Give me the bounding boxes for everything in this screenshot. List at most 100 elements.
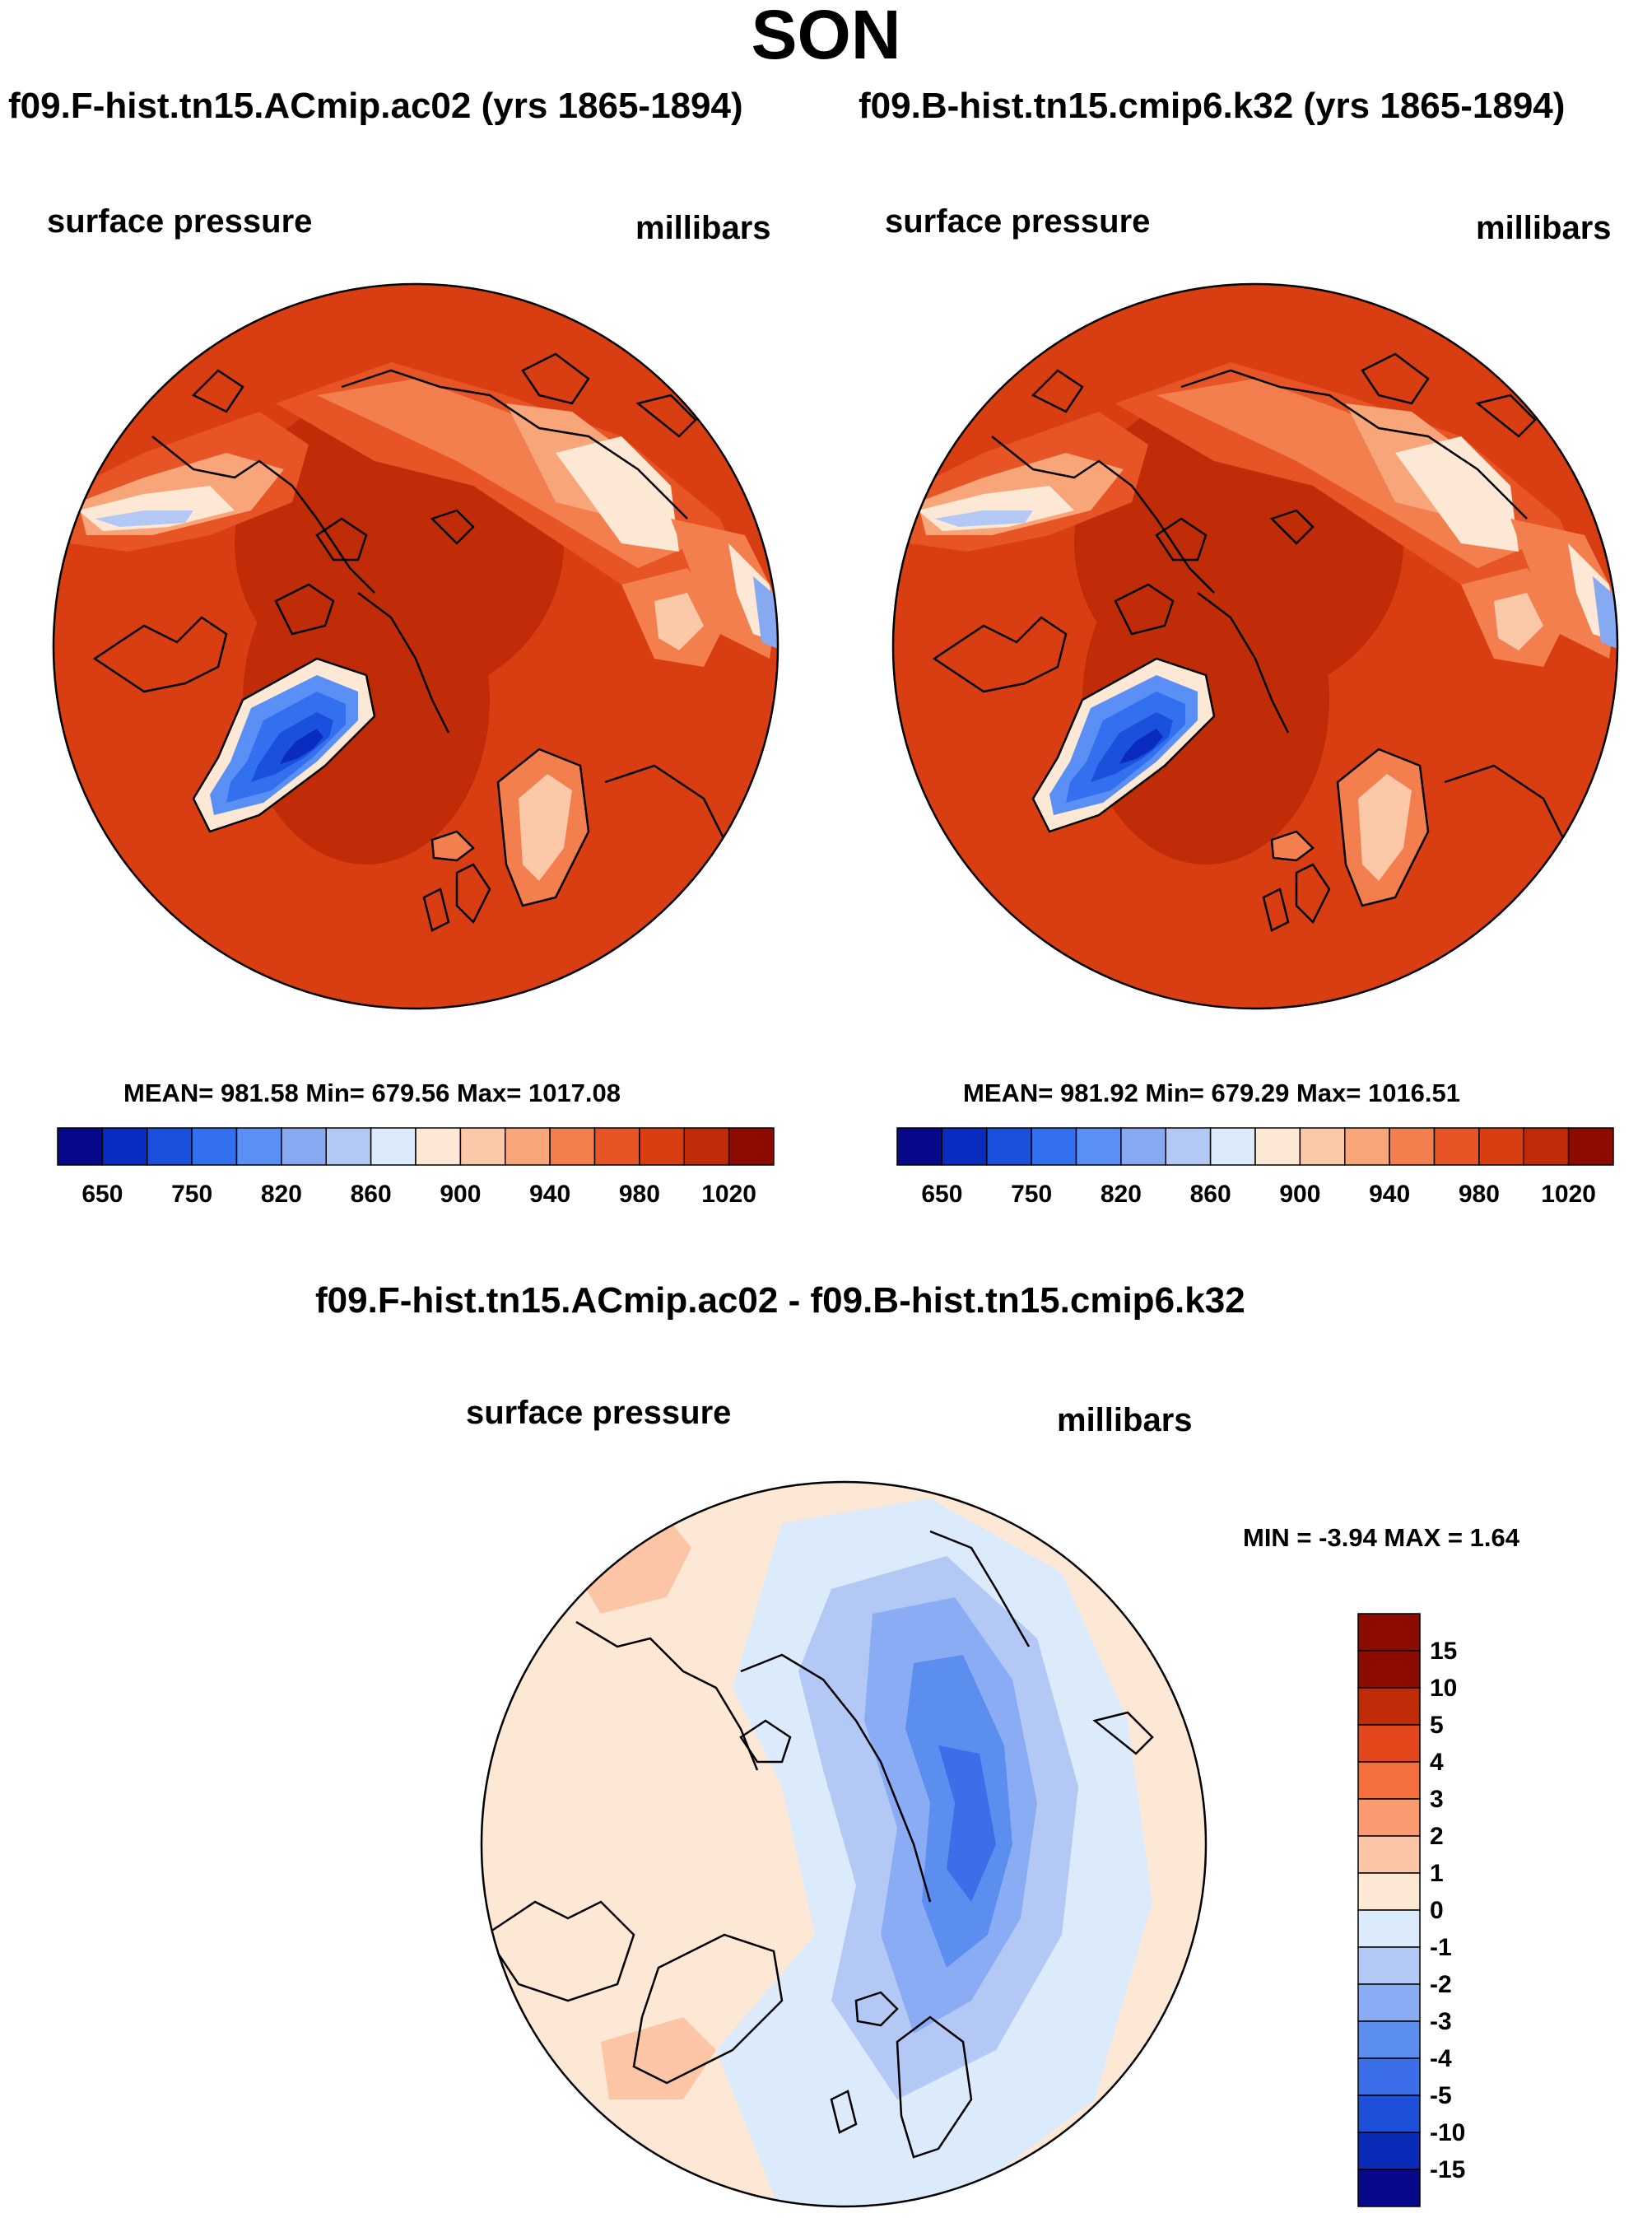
colorbar-box-9 [1299,1127,1346,1166]
map1-field [54,284,778,1009]
field-contour-12 [1358,774,1412,881]
map1-coastlines [92,352,730,932]
colorbar-box-0 [896,1127,943,1166]
coastline-3 [192,657,376,833]
colorbar-box-7 [370,1127,416,1166]
colorbar-box-8 [1254,1127,1301,1166]
panel2-left-label: surface pressure [885,203,1151,240]
colorbar-tick-label: 1020 [701,1181,756,1208]
colorbar-tick-label: -15 [1430,2156,1465,2183]
colorbar-box-8 [1357,1909,1421,1948]
colorbar-box-3 [1357,1724,1421,1763]
map3-field [482,1482,1206,2206]
colorbar-box-5 [1120,1127,1166,1166]
field-contour-12 [519,774,572,881]
colorbar-box-2 [1357,1687,1421,1726]
colorbar-box-11 [1389,1127,1436,1166]
panel3-title: f09.F-hist.tn15.ACmip.ac02 - f09.B-hist.… [315,1280,1245,1321]
colorbar-tick-label: 980 [1459,1181,1500,1208]
diff-coastline-1 [740,1653,932,1903]
coastline-5 [1336,748,1430,907]
field-contour-1 [1156,379,1535,568]
coastline-15 [1269,509,1315,545]
field-contour-1 [317,379,696,568]
coastline-11 [1262,888,1290,932]
panel1-right-label: millibars [635,210,771,246]
map-panel2 [891,282,1619,1010]
diff-coastline-2 [929,1530,1031,1647]
field-contour-14 [654,593,704,650]
colorbar-tick-label: 5 [1430,1712,1444,1739]
colorbar-tick-label: 750 [171,1181,212,1208]
colorbar-box-15 [1567,1127,1614,1166]
colorbar-tick-label: -4 [1430,2045,1452,2072]
colorbar-box-13 [1478,1127,1524,1166]
field-contour-7 [95,510,193,527]
diff-coastline-0 [575,1620,759,1771]
coastline-8 [274,583,335,636]
colorbar-box-7 [1209,1127,1256,1166]
colorbar-tick-label: -2 [1430,1971,1452,1998]
coastline-12 [1031,369,1084,413]
colorbar-box-4 [1075,1127,1122,1166]
colorbar-panel2: 650 750 820 860 900 940 980 1020 [896,1127,1614,1208]
panel3-left-label: surface pressure [466,1395,732,1431]
map3-coastlines [484,1530,1154,2159]
colorbar-box-10 [505,1127,551,1166]
diff-coastline-3 [484,1900,635,2002]
map-boundary [52,282,779,1010]
colorbar-tick-label: 940 [1369,1181,1410,1208]
colorbar-tick-label: -1 [1430,1934,1452,1961]
colorbar-box-1 [101,1127,148,1166]
colorbar-box-11 [1357,2020,1421,2059]
coastline-14 [1475,394,1537,438]
panel2-right-label: millibars [1476,210,1612,246]
coastline-2 [357,592,450,734]
colorbar-tick-label: 1 [1430,1860,1444,1887]
diff-contour-6 [601,2017,716,2099]
colorbar-box-13 [1357,2095,1421,2133]
figure-title: SON [751,0,901,73]
map2-field [893,284,1617,1009]
colorbar-box-3 [191,1127,238,1166]
field-contour-14 [1494,593,1543,650]
colorbar-tick-label: 10 [1430,1675,1457,1702]
colorbar-panel1: 650 750 820 860 900 940 980 1020 [57,1127,775,1208]
diff-coastline-7 [896,2015,973,2159]
coastline-2 [1197,592,1290,734]
colorbar-box-6 [325,1127,372,1166]
diff-contour-4 [938,1745,996,1902]
coastline-11 [422,888,450,932]
colorbar-box-15 [728,1127,775,1166]
colorbar-box-5 [1357,1798,1421,1837]
colorbar-box-10 [1357,1983,1421,2022]
colorbar-tick-label: 900 [440,1181,481,1208]
colorbar-box-5 [281,1127,327,1166]
colorbar-box-10 [1344,1127,1390,1166]
coastline-6 [604,764,730,849]
colorbar-tick-label: 2 [1430,1823,1444,1850]
diff-coastline-8 [830,2090,858,2134]
coastline-15 [430,509,475,545]
panel1-stats: MEAN= 981.58 Min= 679.56 Max= 1017.08 [123,1079,621,1107]
colorbar-tick-label: 3 [1430,1786,1444,1813]
colorbar-box-14 [683,1127,730,1166]
coastline-7 [92,616,228,693]
colorbar-box-14 [1523,1127,1570,1166]
panel2-title: f09.B-hist.tn15.cmip6.k32 (yrs 1865-1894… [859,86,1566,126]
coastline-5 [496,748,590,907]
map-boundary [480,1480,1208,2208]
coastline-12 [191,369,244,413]
coastline-6 [1444,764,1570,849]
colorbar-tick-label: -10 [1430,2119,1465,2146]
colorbar-box-8 [415,1127,462,1166]
colorbar-box-14 [1357,2132,1421,2170]
coastline-7 [932,616,1068,693]
colorbar-box-1 [941,1127,988,1166]
colorbar-box-1 [1357,1650,1421,1689]
diff-coastline-10 [1092,1711,1154,1755]
colorbar-tick-label: 860 [351,1181,392,1208]
coastline-13 [521,352,590,405]
panel3-stats: MIN = -3.94 MAX = 1.64 [1243,1523,1519,1552]
